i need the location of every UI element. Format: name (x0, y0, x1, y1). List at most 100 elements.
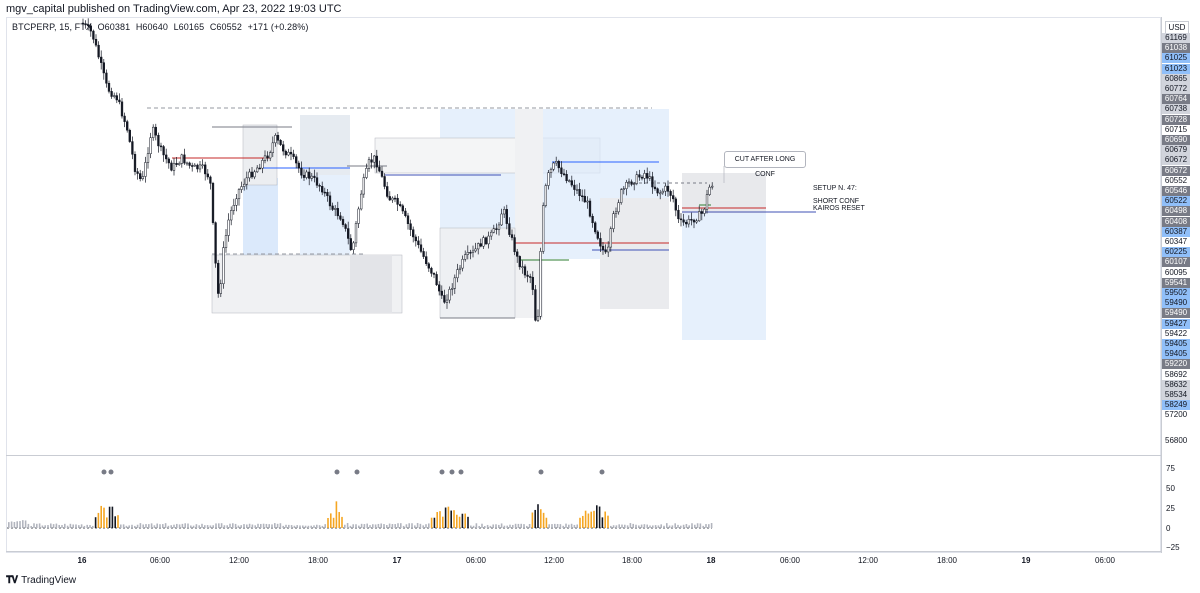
candle-body (570, 180, 573, 186)
candle-body (643, 173, 646, 179)
price-axis-label: 59541 (1162, 277, 1190, 288)
footer-brand[interactable]: 𝐓𝐕 TradingView (6, 575, 76, 586)
candle-body (245, 177, 248, 185)
pane-separator[interactable] (6, 455, 1161, 456)
price-chart-canvas[interactable] (7, 18, 1161, 455)
oscillator-bar (629, 523, 632, 528)
oscillator-bar (122, 524, 125, 528)
oscillator-bar (296, 525, 298, 528)
candle-body (651, 176, 654, 188)
oscillator-bar (559, 524, 562, 528)
oscillator-bar (335, 501, 338, 528)
oscillator-bar (108, 506, 111, 528)
oscillator-bar (444, 507, 447, 528)
oscillator-bar (134, 525, 136, 528)
oscillator-bar (481, 523, 483, 528)
candle-body (162, 146, 165, 156)
candle-body (321, 186, 324, 193)
candle-body (518, 256, 521, 268)
candle-body (378, 166, 381, 172)
candle-body (193, 164, 196, 167)
price-axis-label: 59490 (1162, 298, 1190, 309)
oscillator-axis-label: −25 (1166, 543, 1180, 552)
oscillator-bar (344, 524, 346, 528)
oscillator-bar (456, 514, 458, 528)
candle-body (128, 129, 131, 142)
oscillator-bar (215, 523, 217, 528)
symbol-legend[interactable]: BTCPERP, 15, FTX O60381 H60640 L60165 C6… (12, 22, 311, 32)
price-axis-label: 60546 (1162, 186, 1190, 196)
oscillator-bar (36, 523, 38, 528)
candle-body (477, 243, 480, 250)
oscillator-bar (626, 525, 629, 528)
signal-dot (449, 469, 455, 475)
oscillator-bar (61, 525, 63, 528)
symbol-name[interactable]: BTCPERP, 15, FTX (12, 22, 92, 32)
candle-body (97, 44, 100, 58)
oscillator-bar (22, 520, 24, 528)
candle-body (310, 175, 313, 179)
setup-line-short-conf[interactable]: SHORT CONF (813, 198, 860, 205)
callout-cut-after-long-conf[interactable]: CUT AFTER LONG CONF (724, 151, 806, 178)
candle-body (357, 208, 360, 224)
oscillator-bar (453, 510, 455, 528)
oscillator-bar (397, 523, 399, 528)
candle-body (648, 176, 651, 179)
candle-body (708, 186, 711, 195)
oscillator-bar (254, 525, 256, 528)
oscillator-bar (708, 524, 710, 528)
oscillator-bar (408, 523, 410, 528)
oscillator-bar (349, 525, 352, 528)
oscillator-bar (489, 525, 492, 528)
oscillator-bar (467, 516, 469, 528)
candle-body (344, 224, 347, 229)
oscillator-bar (19, 521, 21, 528)
oscillator-bar (523, 524, 525, 528)
setup-title[interactable]: SETUP N. 47: (813, 185, 857, 192)
ohlc-high: H60640 (135, 22, 168, 32)
candle-body (308, 171, 311, 179)
oscillator-bar (439, 511, 441, 528)
oscillator-bar (579, 517, 581, 528)
oscillator-bar (514, 523, 517, 528)
time-axis-label: 18:00 (621, 556, 643, 565)
price-axis-label: 59405 (1162, 349, 1190, 360)
oscillator-bar (307, 525, 310, 528)
candle-body (248, 171, 251, 179)
oscillator-bar (86, 524, 88, 528)
oscillator-bar (668, 525, 671, 528)
candle-body (495, 228, 498, 230)
oscillator-bar (691, 523, 693, 528)
candle-body (276, 135, 280, 141)
oscillator-bar (243, 524, 245, 528)
zone-grey (242, 124, 278, 186)
candle-body (542, 205, 545, 252)
oscillator-bar (565, 523, 567, 528)
candle-body (581, 195, 584, 198)
setup-line-kairos-reset[interactable]: KAIROS RESET (813, 205, 865, 212)
candle-body (404, 210, 407, 217)
oscillator-bar (268, 524, 270, 528)
candle-body (466, 252, 469, 255)
candle-body (565, 174, 568, 182)
candle-body (555, 161, 558, 164)
signal-dot (458, 469, 464, 475)
oscillator-pane[interactable] (7, 456, 1161, 551)
oscillator-bar (464, 513, 466, 528)
candle-body (677, 209, 680, 220)
candle-body (318, 185, 321, 187)
oscillator-bar (265, 523, 268, 528)
oscillator-bar (402, 525, 405, 528)
candle-body (500, 213, 503, 226)
candle-body (591, 215, 594, 224)
price-axis-label: 59490 (1162, 308, 1190, 319)
oscillator-bar (419, 523, 422, 528)
oscillator-bar (503, 525, 506, 528)
price-axis-label: 60772 (1162, 84, 1190, 94)
footer-brand-text: TradingView (21, 575, 77, 586)
oscillator-bar (369, 525, 371, 528)
candle-body (172, 162, 176, 171)
candle-body (100, 56, 103, 63)
price-axis-label: 61169 (1162, 33, 1190, 43)
oscillator-bar (313, 525, 315, 528)
